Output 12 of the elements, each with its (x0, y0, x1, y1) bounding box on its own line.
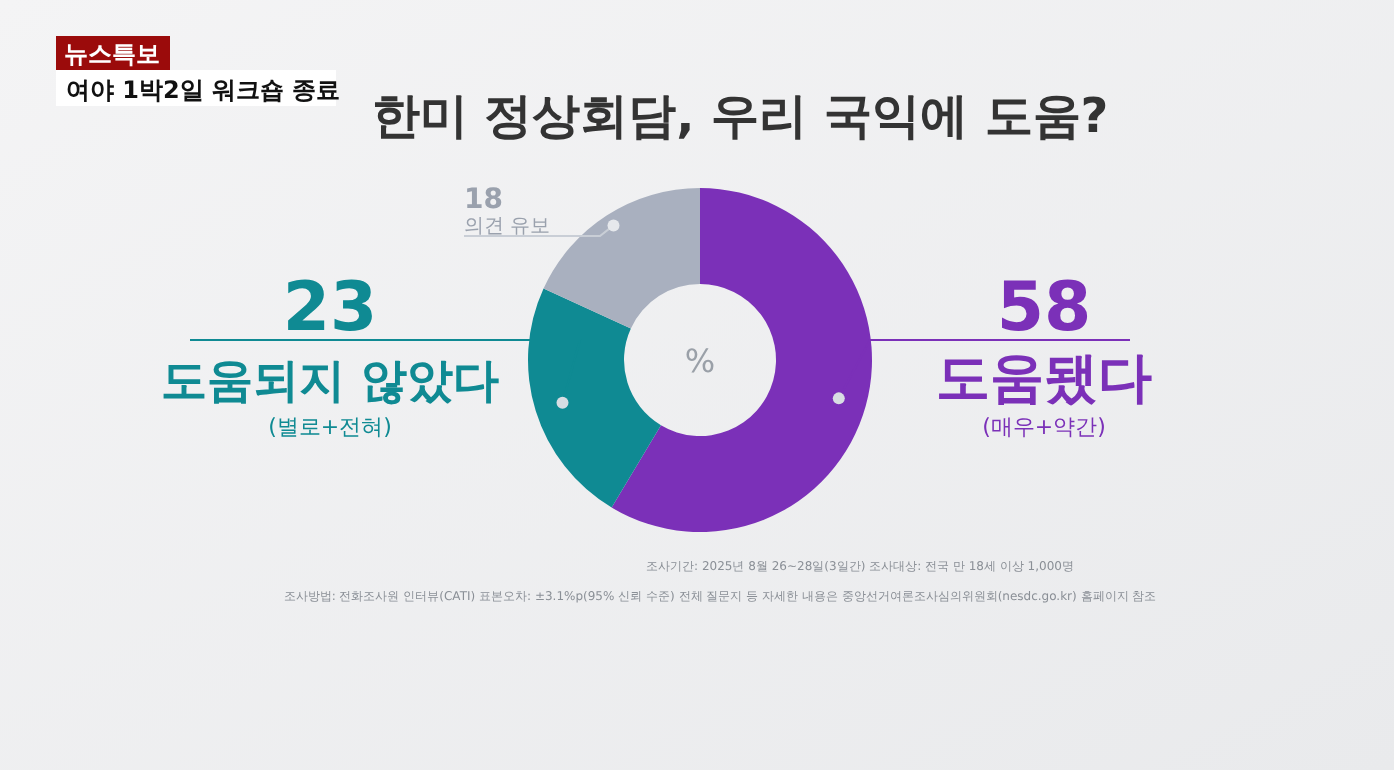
data-label: 58 (996, 268, 1092, 348)
chart-title: 한미 정상회담, 우리 국익에 도움? (371, 88, 1109, 144)
slice-label: 의견 유보 (464, 216, 551, 238)
data-label: 18 (464, 184, 503, 216)
slice-label: 도움됐다 (936, 348, 1152, 410)
data-label: 23 (282, 268, 378, 348)
slice-label: 도움되지 않았다 (160, 356, 500, 408)
text: 뉴스특보 (64, 40, 160, 68)
text: 여야 1박2일 워크숍 종료 (66, 76, 341, 104)
text: (매우+약간) (982, 414, 1106, 440)
text: % (684, 342, 716, 380)
text: (별로+전혀) (268, 414, 392, 440)
